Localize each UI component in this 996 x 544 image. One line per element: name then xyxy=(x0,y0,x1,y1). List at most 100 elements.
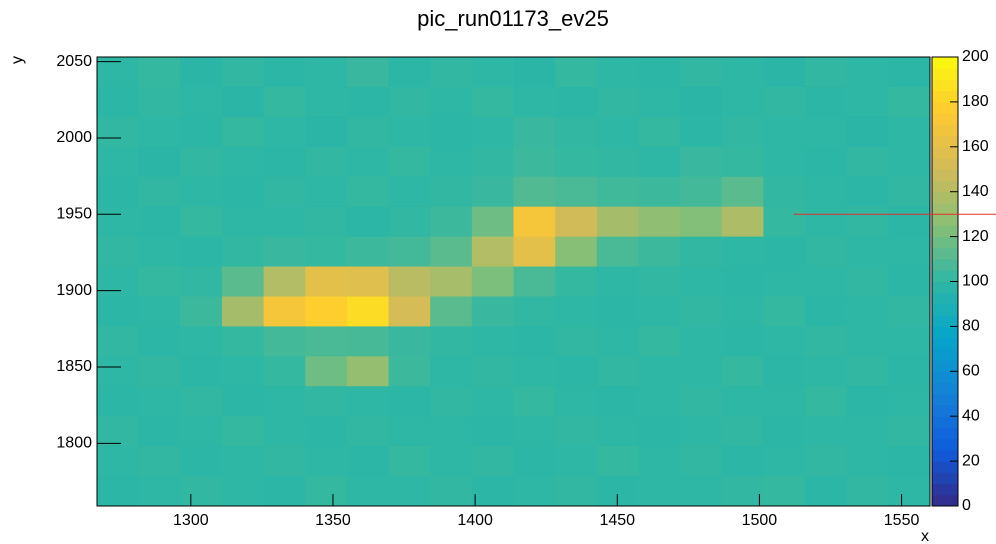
heatmap-cell xyxy=(846,386,889,417)
heatmap-cell xyxy=(763,206,806,238)
colorbar-step xyxy=(932,472,958,485)
heatmap-cell xyxy=(263,356,306,387)
heatmap-cell xyxy=(346,386,390,417)
x-tick-label: 1500 xyxy=(742,512,778,529)
heatmap-cell xyxy=(805,326,848,357)
heatmap-cell xyxy=(680,446,723,477)
heatmap-cell xyxy=(805,236,848,268)
heatmap-cell xyxy=(805,206,848,238)
heatmap-cell xyxy=(888,57,931,88)
heatmap-cell xyxy=(555,146,598,178)
heatmap-cell xyxy=(388,356,431,387)
heatmap-cell xyxy=(471,206,514,238)
heatmap-cell xyxy=(430,206,473,238)
heatmap-cell xyxy=(805,386,848,417)
heatmap-cell xyxy=(721,86,764,118)
heatmap-cell xyxy=(471,57,514,88)
colorbar-tick-label: 200 xyxy=(962,48,989,65)
heatmap-cell xyxy=(430,266,473,297)
colorbar-step xyxy=(932,393,958,406)
heatmap-cell xyxy=(471,296,514,327)
y-axis-label: y xyxy=(9,56,26,64)
heatmap-cell xyxy=(97,326,140,357)
colorbar-step xyxy=(932,360,958,372)
heatmap-cell xyxy=(638,236,681,268)
heatmap-cell xyxy=(513,176,556,208)
colorbar-tick-label: 80 xyxy=(962,318,980,335)
heatmap-cell xyxy=(305,356,348,387)
heatmap-cell xyxy=(805,296,848,327)
heatmap-cell xyxy=(430,116,473,148)
heatmap-cell xyxy=(513,206,556,238)
colorbar-step xyxy=(932,225,958,238)
heatmap-cell xyxy=(555,236,598,268)
colorbar-step xyxy=(932,101,958,114)
heatmap-cell xyxy=(471,116,514,148)
heatmap-cell xyxy=(263,176,306,208)
heatmap-cell xyxy=(513,296,556,327)
heatmap-cell xyxy=(680,57,723,88)
heatmap-cell xyxy=(888,206,931,238)
heatmap-cell xyxy=(846,116,889,148)
heatmap-cell xyxy=(805,146,848,178)
heatmap-cell xyxy=(180,446,223,477)
heatmap-cell xyxy=(596,296,639,327)
heatmap-cell xyxy=(638,266,681,297)
heatmap-cell xyxy=(305,236,348,268)
heatmap-cell xyxy=(263,116,306,148)
y-tick-label: 1950 xyxy=(56,206,92,223)
heatmap-cell xyxy=(888,116,931,148)
heatmap-cell xyxy=(763,416,806,447)
heatmap-cell xyxy=(471,236,514,268)
heatmap-cell xyxy=(805,266,848,297)
heatmap-cell xyxy=(263,57,306,88)
heatmap-cell xyxy=(680,236,723,268)
heatmap-cell xyxy=(513,86,556,118)
colorbar-step xyxy=(932,68,958,80)
heatmap-cell xyxy=(555,206,598,238)
heatmap-cell xyxy=(430,57,473,88)
heatmap-cell xyxy=(638,296,681,327)
heatmap-cell xyxy=(263,296,306,327)
colorbar-step xyxy=(932,326,958,339)
heatmap-cell xyxy=(180,476,223,507)
heatmap-cell xyxy=(180,236,223,268)
heatmap-cell xyxy=(888,386,931,417)
heatmap-cell xyxy=(846,266,889,297)
colorbar-step xyxy=(932,202,958,215)
heatmap-cell xyxy=(721,446,764,477)
heatmap-cell xyxy=(388,326,431,357)
heatmap-cell xyxy=(305,86,348,118)
heatmap-cell xyxy=(846,146,889,178)
heatmap-cell xyxy=(846,326,889,357)
heatmap-cell xyxy=(763,236,806,268)
heatmap-cell xyxy=(346,57,390,88)
heatmap-cell xyxy=(388,86,431,118)
heatmap-cell xyxy=(180,416,223,447)
colorbar-tick-label: 20 xyxy=(962,452,980,469)
heatmap-cell xyxy=(346,296,390,327)
heatmap-cell xyxy=(388,476,431,507)
chart-title: pic_run01173_ev25 xyxy=(417,6,609,31)
heatmap-cell xyxy=(513,146,556,178)
heatmap-cell xyxy=(763,296,806,327)
heatmap-cell xyxy=(305,476,348,507)
heatmap-cell xyxy=(221,266,265,297)
heatmap-cell xyxy=(221,116,265,148)
colorbar-step xyxy=(932,281,958,294)
heatmap-cell xyxy=(97,176,140,208)
plot-frame xyxy=(96,56,931,507)
heatmap-cell xyxy=(555,176,598,208)
heatmap-cell xyxy=(805,116,848,148)
heatmap-cell xyxy=(888,476,931,507)
heatmap-cell xyxy=(221,416,265,447)
heatmap-cell xyxy=(805,416,848,447)
heatmap-cell xyxy=(596,446,639,477)
heatmap-cell xyxy=(596,86,639,118)
heatmap-cell xyxy=(305,296,348,327)
colorbar-step xyxy=(932,146,958,159)
heatmap-cell xyxy=(596,236,639,268)
heatmap-cell xyxy=(513,266,556,297)
colorbar-step xyxy=(932,124,958,137)
heatmap-cell xyxy=(97,416,140,447)
